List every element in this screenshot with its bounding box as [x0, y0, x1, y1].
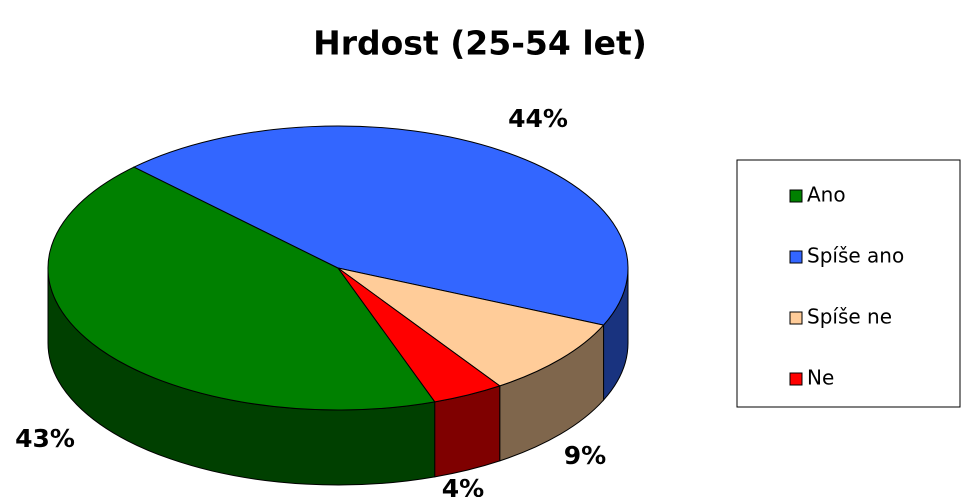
legend-swatch	[789, 372, 803, 386]
legend-swatch	[789, 189, 803, 203]
legend-swatch	[789, 250, 803, 264]
slice	[337, 267, 605, 387]
legend-label: Ne	[807, 366, 834, 390]
legend-label: Spíše ano	[807, 244, 904, 268]
legend-label: Spíše ne	[807, 305, 892, 329]
data-label: 4%	[442, 474, 484, 497]
data-label: 43%	[15, 424, 75, 453]
legend-box	[736, 159, 961, 408]
slice	[132, 125, 629, 326]
legend-swatch	[789, 311, 803, 325]
data-label: 9%	[564, 441, 606, 470]
slice	[47, 166, 436, 411]
chart-title: Hrdost (25-54 let)	[313, 24, 647, 63]
legend-label: Ano	[807, 183, 846, 207]
data-label: 44%	[508, 104, 568, 133]
slice	[337, 267, 501, 403]
